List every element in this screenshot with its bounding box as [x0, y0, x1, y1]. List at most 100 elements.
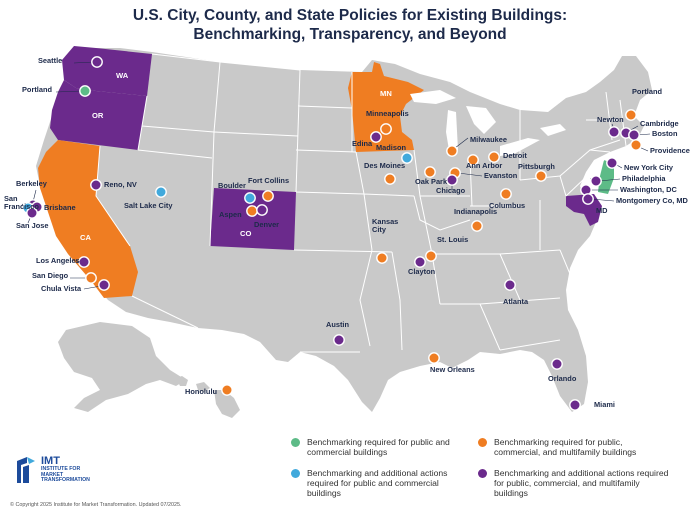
city-marker-orlando-43[interactable]: [551, 358, 563, 370]
minnesota-state: [348, 62, 424, 152]
city-marker-boston-34[interactable]: [628, 129, 640, 141]
city-marker-los-angeles-6[interactable]: [78, 256, 90, 268]
city-marker-new-york-city-36[interactable]: [606, 157, 618, 169]
city-marker-miami-44[interactable]: [569, 399, 581, 411]
city-marker-montgomery-co-md-39[interactable]: [582, 193, 594, 205]
city-marker-milwaukee-18[interactable]: [446, 145, 458, 157]
leader-line-milwaukee-18: [454, 137, 469, 149]
contiguous-us-shape: [36, 48, 652, 412]
city-marker-reno-nv-9[interactable]: [90, 179, 102, 191]
city-marker-atlanta-40[interactable]: [504, 279, 516, 291]
city-label-evanston-23: Evanston: [484, 171, 518, 180]
city-label-st-louis-29: St. Louis: [437, 235, 468, 244]
city-marker-providence-35[interactable]: [630, 139, 642, 151]
city-label-new-york-city-36: New York City: [624, 163, 674, 172]
title-line-1: U.S. City, County, and State Policies fo…: [132, 7, 568, 24]
city-marker-indianapolis-26[interactable]: [471, 220, 483, 232]
city-marker-portland-31[interactable]: [625, 109, 637, 121]
legend-purple-text: Benchmarking and additional actions requ…: [494, 468, 669, 498]
city-marker-madison-17[interactable]: [401, 152, 413, 164]
city-label-portland-31: Portland: [632, 87, 662, 96]
legend-purple-dot: [478, 469, 487, 478]
city-marker-st-louis-29[interactable]: [425, 250, 437, 262]
city-marker-clayton-30[interactable]: [414, 256, 426, 268]
city-marker-salt-lake-city-10[interactable]: [155, 186, 167, 198]
city-markers: [22, 56, 642, 411]
city-label-milwaukee-18: Milwaukee: [470, 135, 507, 144]
city-label-chula-vista-8: Chula Vista: [41, 284, 82, 293]
city-label-honolulu-45: Honolulu: [185, 387, 218, 396]
city-label-aspen-13: Aspen: [219, 210, 242, 219]
state-label-ca: CA: [80, 233, 91, 242]
city-label-san-jose-5: San Jose: [16, 221, 48, 230]
city-label-detroit-20: Detroit: [503, 151, 527, 160]
logo-name: IMT: [41, 455, 60, 467]
city-marker-edina-16[interactable]: [370, 131, 382, 143]
city-label-providence-35: Providence: [650, 146, 690, 155]
city-label-new-orleans-42: New Orleans: [430, 365, 475, 374]
city-marker-boulder-11[interactable]: [244, 192, 256, 204]
land-base: [36, 48, 652, 418]
city-label-washington-dc-38: Washington, DC: [620, 185, 677, 194]
city-marker-honolulu-45[interactable]: [221, 384, 233, 396]
city-marker-kansas-city-25[interactable]: [376, 252, 388, 264]
legend-item-purple: Benchmarking and additional actions requ…: [478, 468, 669, 498]
city-label-indianapolis-26: Indianapolis: [454, 207, 497, 216]
alaska-shape: [58, 322, 186, 412]
city-marker-chicago-24[interactable]: [446, 174, 458, 186]
city-label-seattle-0: Seattle: [38, 56, 62, 65]
city-label-ann-arbor-19: Ann Arbor: [466, 161, 502, 170]
city-marker-portland-1[interactable]: [79, 85, 91, 97]
city-marker-philadelphia-37[interactable]: [590, 175, 602, 187]
legend-orange-text: Benchmarking required for public, commer…: [494, 437, 637, 457]
city-label-columbus-27: Columbus: [489, 201, 525, 210]
state-label-co: CO: [240, 229, 251, 238]
state-label-wa: WA: [116, 71, 129, 80]
city-marker-new-orleans-42[interactable]: [428, 352, 440, 364]
city-marker-san-diego-7[interactable]: [85, 272, 97, 284]
city-marker-pittsburgh-28[interactable]: [535, 170, 547, 182]
leader-line-montgomery-co-md-39: [590, 198, 615, 202]
state-label-mn: MN: [380, 89, 392, 98]
city-label-fort-collins-12: Fort Collins: [248, 176, 289, 185]
city-marker-seattle-0[interactable]: [91, 56, 103, 68]
city-label-edina-16: Edina: [352, 139, 373, 148]
city-label-madison-17: Madison: [376, 143, 406, 152]
state-label-md: MD: [596, 206, 608, 215]
city-label-minneapolis-15: Minneapolis: [366, 109, 409, 118]
leader-line-evanston-23: [457, 172, 483, 177]
great-lakes: [410, 90, 566, 156]
city-label-des-moines-21: Des Moines: [364, 161, 405, 170]
legend-orange-dot: [478, 438, 487, 447]
city-marker-detroit-20[interactable]: [488, 151, 500, 163]
city-label-denver-14: Denver: [254, 220, 279, 229]
city-marker-minneapolis-15[interactable]: [380, 123, 392, 135]
city-label-boston-34: Boston: [652, 129, 678, 138]
city-marker-des-moines-21[interactable]: [384, 173, 396, 185]
city-marker-austin-41[interactable]: [333, 334, 345, 346]
city-label-cambridge-33: Cambridge: [640, 119, 679, 128]
legend-item-green: Benchmarking required for public and com…: [291, 437, 467, 457]
city-marker-columbus-27[interactable]: [500, 188, 512, 200]
leader-line-portland-1: [55, 90, 83, 93]
state-borders: [95, 53, 627, 353]
city-label-los-angeles-6: Los Angeles: [36, 256, 80, 265]
city-label-brisbane-4: Brisbane: [44, 203, 76, 212]
leader-line-seattle-0: [73, 61, 95, 64]
city-label-san-diego-7: San Diego: [32, 271, 69, 280]
city-marker-denver-14[interactable]: [256, 204, 268, 216]
city-marker-san-jose-5[interactable]: [26, 207, 38, 219]
city-label-montgomery-co-md-39: Montgomery Co, MD: [616, 196, 689, 205]
city-marker-aspen-13[interactable]: [246, 205, 258, 217]
imt-logo-icon: [17, 457, 35, 483]
city-label-atlanta-40: Atlanta: [503, 297, 529, 306]
city-label-portland-1: Portland: [22, 85, 52, 94]
city-label-boulder-11: Boulder: [218, 181, 246, 190]
city-marker-chula-vista-8[interactable]: [98, 279, 110, 291]
city-marker-fort-collins-12[interactable]: [262, 190, 274, 202]
legend-item-orange: Benchmarking required for public, commer…: [478, 437, 664, 457]
city-marker-newton-32[interactable]: [608, 126, 620, 138]
city-marker-oak-park-22[interactable]: [424, 166, 436, 178]
city-marker-ann-arbor-19[interactable]: [467, 154, 479, 166]
